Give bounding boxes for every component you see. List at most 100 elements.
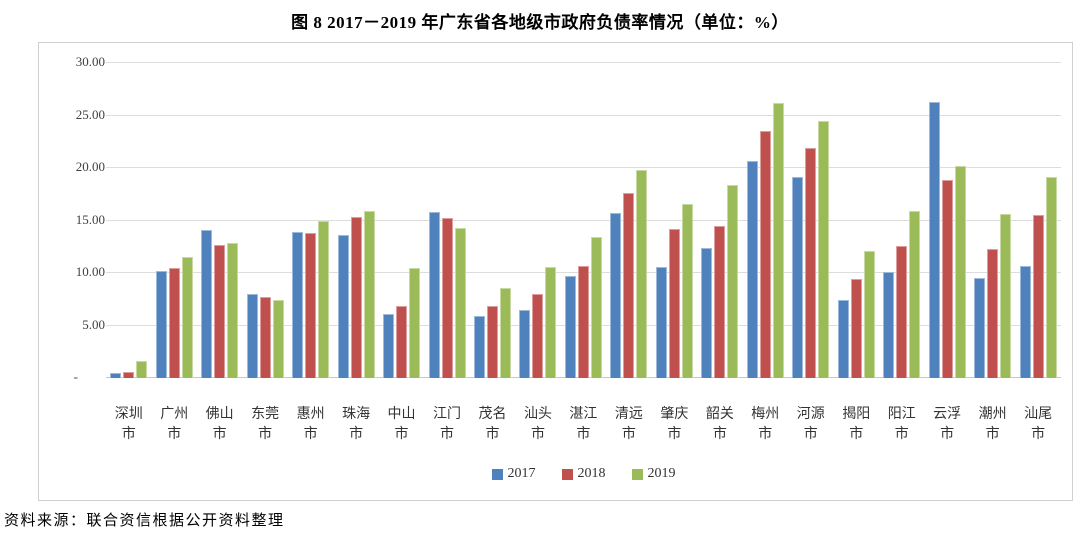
bar-2017 bbox=[155, 270, 167, 378]
x-category-label: 韶关 市 bbox=[705, 407, 734, 442]
x-axis-labels: 深圳 市广州 市佛山 市东莞 市惠州 市珠海 市中山 市江门 市茂名 市汕头 市… bbox=[106, 405, 1061, 444]
bar-2018 bbox=[168, 267, 180, 378]
bar-group bbox=[424, 212, 469, 378]
bar-2018 bbox=[396, 305, 408, 378]
bar-2017 bbox=[837, 300, 849, 378]
bar-2017 bbox=[110, 372, 122, 378]
legend: 2017 2018 2019 bbox=[106, 466, 1061, 482]
bar-2017 bbox=[1019, 265, 1031, 378]
bar-2018 bbox=[987, 248, 999, 378]
bar-2019 bbox=[272, 300, 284, 378]
grid-line bbox=[106, 62, 1061, 63]
bar-group bbox=[242, 294, 287, 378]
bar-series bbox=[106, 63, 1061, 378]
bar-2017 bbox=[974, 278, 986, 378]
bar-2018 bbox=[941, 179, 953, 378]
y-tick-label: - bbox=[73, 369, 78, 384]
legend-label: 2017 bbox=[507, 466, 536, 481]
x-category-label: 珠海 市 bbox=[342, 407, 371, 442]
bar-2018 bbox=[623, 193, 635, 378]
bar-2019 bbox=[363, 211, 375, 378]
x-category-label: 揭阳 市 bbox=[842, 407, 871, 442]
bar-2019 bbox=[499, 287, 511, 378]
bar-2019 bbox=[1000, 214, 1012, 378]
x-category-label: 云浮 市 bbox=[933, 407, 962, 442]
bar-2017 bbox=[201, 229, 213, 378]
bar-group bbox=[333, 211, 378, 378]
x-category-label: 潮州 市 bbox=[978, 407, 1007, 442]
grid-line bbox=[106, 167, 1061, 168]
x-category-label: 汕头 市 bbox=[523, 407, 552, 442]
bar-2018 bbox=[350, 217, 362, 378]
bar-2018 bbox=[441, 218, 453, 378]
bar-2017 bbox=[519, 309, 531, 378]
bar-group bbox=[606, 170, 651, 378]
bar-2018 bbox=[759, 131, 771, 378]
bar-2018 bbox=[1032, 215, 1044, 378]
x-category-label: 河源 市 bbox=[796, 407, 825, 442]
x-category-label: 佛山 市 bbox=[205, 407, 234, 442]
bar-group bbox=[697, 184, 742, 378]
bar-2018 bbox=[532, 294, 544, 378]
legend-swatch-2018 bbox=[561, 468, 573, 480]
x-category-label: 江门 市 bbox=[433, 407, 462, 442]
x-category-label: 东莞 市 bbox=[251, 407, 280, 442]
bar-group bbox=[652, 203, 697, 378]
bar-2017 bbox=[701, 247, 713, 378]
bar-2019 bbox=[727, 184, 739, 378]
bar-group bbox=[151, 257, 196, 378]
bar-2019 bbox=[863, 250, 875, 378]
bar-group bbox=[197, 229, 242, 378]
bar-2018 bbox=[896, 245, 908, 378]
bar-2017 bbox=[746, 160, 758, 378]
x-category-label: 茂名 市 bbox=[478, 407, 507, 442]
x-category-label: 深圳 市 bbox=[114, 407, 143, 442]
legend-item-2019: 2019 bbox=[631, 466, 676, 482]
bar-2018 bbox=[123, 371, 135, 378]
bar-2017 bbox=[383, 313, 395, 378]
y-tick-label: 25.00 bbox=[75, 106, 105, 122]
bar-group bbox=[288, 220, 333, 378]
bar-2019 bbox=[590, 237, 602, 378]
bar-2019 bbox=[772, 102, 784, 378]
x-category-label: 中山 市 bbox=[387, 407, 416, 442]
y-tick-label: 5.00 bbox=[82, 316, 105, 332]
bar-2018 bbox=[305, 233, 317, 378]
bar-2018 bbox=[486, 305, 498, 378]
bar-group bbox=[379, 267, 424, 378]
y-tick-label: 30.00 bbox=[75, 54, 105, 69]
bar-group bbox=[924, 101, 969, 378]
bar-group bbox=[106, 361, 151, 378]
bar-2019 bbox=[227, 242, 239, 378]
x-category-label: 汕尾 市 bbox=[1024, 407, 1053, 442]
bar-group bbox=[970, 214, 1015, 378]
x-category-label: 阳江 市 bbox=[887, 407, 916, 442]
bar-2017 bbox=[610, 213, 622, 378]
legend-swatch-2019 bbox=[631, 468, 643, 480]
bar-2017 bbox=[928, 101, 940, 378]
bar-2018 bbox=[668, 228, 680, 378]
bar-group bbox=[561, 237, 606, 378]
bar-group bbox=[834, 250, 879, 378]
bar-2019 bbox=[636, 170, 648, 378]
bar-2018 bbox=[850, 279, 862, 378]
legend-swatch-2017 bbox=[491, 468, 503, 480]
bar-group bbox=[879, 211, 924, 378]
bar-2019 bbox=[136, 361, 148, 378]
legend-item-2017: 2017 bbox=[491, 466, 536, 482]
y-tick-label: 20.00 bbox=[75, 159, 105, 174]
bar-2019 bbox=[545, 266, 557, 378]
bar-group bbox=[788, 120, 833, 378]
bar-2019 bbox=[954, 165, 966, 378]
legend-item-2018: 2018 bbox=[561, 466, 606, 482]
plot-area bbox=[106, 62, 1061, 378]
x-category-label: 肇庆 市 bbox=[660, 407, 689, 442]
bar-2017 bbox=[564, 276, 576, 378]
bar-group bbox=[1015, 177, 1060, 378]
grid-line bbox=[106, 114, 1061, 116]
grid-line bbox=[106, 219, 1061, 221]
bar-2019 bbox=[454, 227, 466, 378]
bar-2017 bbox=[655, 266, 667, 378]
bar-2019 bbox=[818, 120, 830, 378]
bar-group bbox=[515, 266, 560, 378]
